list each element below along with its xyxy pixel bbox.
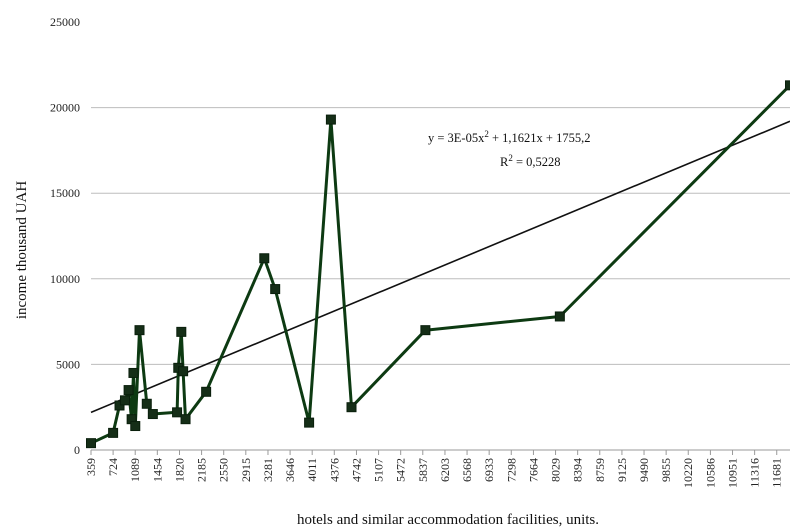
data-point-6 (128, 367, 139, 378)
data-point-20 (325, 114, 336, 125)
markers-group (86, 80, 790, 449)
trendline-r-squared: R2 = 0,5228 (500, 153, 561, 169)
x-tick-label-4011: 4011 (305, 458, 319, 482)
y-tick-label-10000: 10000 (50, 272, 80, 286)
x-tick-label-11681: 11681 (770, 458, 784, 488)
x-tick-label-5472: 5472 (394, 458, 408, 482)
data-point-15 (180, 414, 191, 425)
x-tick-label-6203: 6203 (438, 458, 452, 482)
x-tick-label-4376: 4376 (327, 458, 341, 482)
x-tick-label-9490: 9490 (637, 458, 651, 482)
y-tick-label-20000: 20000 (50, 101, 80, 115)
y-axis-ticks: 0 5000 10000 15000 20000 25000 (50, 15, 80, 457)
x-tick-label-2185: 2185 (195, 458, 209, 482)
data-point-16 (201, 386, 212, 397)
x-tick-label-359: 359 (84, 458, 98, 476)
x-tick-label-6933: 6933 (482, 458, 496, 482)
x-axis-title: hotels and similar accommodation facilit… (297, 512, 599, 527)
x-tick-label-5107: 5107 (372, 458, 386, 482)
data-point-18 (270, 284, 281, 295)
y-tick-label-25000: 25000 (50, 15, 80, 29)
x-tick-label-3646: 3646 (283, 458, 297, 482)
x-tick-label-1089: 1089 (128, 458, 142, 482)
x-tick-label-9125: 9125 (615, 458, 629, 482)
x-tick-label-10586: 10586 (703, 458, 717, 488)
x-tick-label-2915: 2915 (239, 458, 253, 482)
x-tick-label-1454: 1454 (150, 458, 164, 482)
gridlines (91, 107, 790, 451)
x-tick-label-1820: 1820 (172, 458, 186, 482)
x-axis-ticks: 359 724 1089 1454 1820 2185 2550 2915 3281 3646 40… (84, 450, 784, 488)
x-tick-label-8029: 8029 (549, 458, 563, 482)
data-point-11 (172, 407, 183, 418)
data-point-2 (114, 400, 125, 411)
x-tick-label-11316: 11316 (748, 458, 762, 488)
data-point-21 (346, 402, 357, 413)
x-tick-label-10220: 10220 (681, 458, 695, 488)
data-point-3 (119, 395, 130, 406)
trendline (90, 120, 790, 414)
x-tick-label-8759: 8759 (593, 458, 607, 482)
y-tick-label-5000: 5000 (56, 357, 80, 371)
x-tick-label-10951: 10951 (726, 458, 740, 488)
trendline-equation: y = 3E-05x2 + 1,1621x + 1755,2 (428, 129, 590, 145)
data-point-23 (554, 311, 565, 322)
data-point-10 (147, 409, 158, 420)
data-point-7 (130, 421, 141, 432)
data-point-17 (259, 253, 270, 264)
x-tick-label-2550: 2550 (217, 458, 231, 482)
data-point-14 (178, 366, 189, 377)
data-point-9 (141, 398, 152, 409)
y-tick-label-0: 0 (74, 443, 80, 457)
data-point-4 (123, 385, 134, 396)
data-point-22 (420, 325, 431, 336)
x-tick-label-9855: 9855 (659, 458, 673, 482)
x-tick-label-8394: 8394 (571, 458, 585, 482)
data-point-8 (134, 325, 145, 336)
data-point-0 (86, 438, 96, 449)
data-point-24 (785, 80, 790, 91)
data-point-19 (304, 417, 315, 428)
data-point-13 (176, 326, 187, 337)
data-point-1 (108, 427, 119, 438)
x-tick-label-3281: 3281 (261, 458, 275, 482)
x-tick-label-7664: 7664 (526, 458, 540, 482)
trendline-group (90, 120, 790, 414)
x-tick-label-724: 724 (106, 458, 120, 476)
x-tick-label-4742: 4742 (349, 458, 363, 482)
y-axis-title: income thousand UAH (14, 181, 30, 319)
x-tick-label-7298: 7298 (504, 458, 518, 482)
y-tick-label-15000: 15000 (50, 186, 80, 200)
x-tick-label-5837: 5837 (416, 458, 430, 482)
x-tick-label-6568: 6568 (460, 458, 474, 482)
